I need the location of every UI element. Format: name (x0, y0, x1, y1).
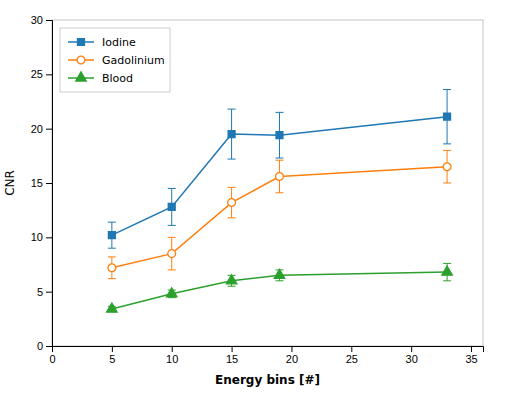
line (112, 117, 447, 235)
marker (107, 303, 118, 312)
marker (108, 232, 115, 239)
tick-mark (46, 237, 52, 238)
tick: 5 (37, 286, 52, 298)
x-axis: 0 5 10 15 20 25 30 35 (49, 346, 483, 365)
chart: 0 5 10 15 20 25 30 35 0 5 10 15 20 25 30 Iodine Gadolini… (0, 0, 505, 394)
legend-box (60, 28, 170, 92)
axis-line (46, 21, 53, 347)
error-bar (275, 112, 283, 158)
error-bar (275, 160, 283, 193)
series (108, 150, 451, 278)
tick-label: 35 (465, 353, 477, 365)
tick: 0 (37, 340, 52, 352)
tick-mark (46, 74, 52, 75)
marker (443, 163, 451, 171)
y-axis-title: CNR (3, 170, 17, 196)
axis-line (53, 347, 484, 353)
legend-marker (78, 39, 85, 46)
series (107, 263, 453, 312)
tick-mark (291, 346, 292, 352)
legend-label: Blood (102, 72, 133, 85)
tick: 25 (31, 68, 52, 80)
tick-label: 20 (286, 353, 298, 365)
plot: 0 5 10 15 20 25 30 35 0 5 10 15 20 25 30 Iodine Gadolini… (31, 14, 484, 365)
marker (444, 113, 451, 120)
legend-item: Gadolinium (68, 54, 165, 67)
error-bar (443, 90, 451, 144)
tick: 5 (109, 346, 115, 365)
legend-label: Gadolinium (102, 54, 165, 67)
tick-mark (471, 346, 472, 352)
marker (276, 132, 283, 139)
tick: 35 (465, 346, 477, 365)
error-bar (228, 187, 236, 217)
tick-mark (46, 20, 52, 21)
tick-label: 30 (406, 353, 418, 365)
tick: 20 (286, 346, 298, 365)
tick-label: 10 (166, 353, 178, 365)
tick: 10 (31, 231, 52, 243)
marker (228, 199, 236, 207)
tick-mark (46, 346, 52, 347)
marker (108, 264, 116, 272)
tick: 30 (406, 346, 418, 365)
tick-label: 0 (49, 353, 55, 365)
tick: 25 (346, 346, 358, 365)
tick-label: 30 (31, 14, 43, 26)
tick-label: 25 (31, 68, 43, 80)
tick-label: 15 (31, 177, 43, 189)
tick-mark (112, 346, 113, 352)
marker (168, 203, 175, 210)
tick-mark (232, 346, 233, 352)
tick-mark (46, 183, 52, 184)
data (107, 90, 453, 313)
marker (166, 288, 177, 297)
error-bar (108, 222, 116, 248)
y-axis: 0 5 10 15 20 25 30 (31, 14, 53, 352)
tick-label: 25 (346, 353, 358, 365)
tick-mark (46, 292, 52, 293)
tick-mark (172, 346, 173, 352)
error-bar (168, 188, 176, 225)
tick: 10 (166, 346, 178, 365)
marker (274, 269, 285, 278)
tick-mark (46, 129, 52, 130)
marker (228, 131, 235, 138)
marker (168, 250, 176, 258)
legend-marker (77, 56, 85, 64)
tick-mark (351, 346, 352, 352)
tick-label: 5 (109, 353, 115, 365)
tick: 0 (49, 346, 55, 365)
tick-label: 5 (37, 286, 43, 298)
tick-label: 20 (31, 123, 43, 135)
legend-item: Blood (68, 72, 133, 85)
tick-label: 15 (226, 353, 238, 365)
marker (276, 173, 284, 181)
legend-label: Iodine (102, 36, 136, 49)
tick: 15 (31, 177, 52, 189)
legend-item: Iodine (68, 36, 136, 49)
tick-label: 0 (37, 340, 43, 352)
marker (442, 266, 453, 275)
legend-marker (76, 72, 87, 81)
error-bar (228, 109, 236, 159)
plot-frame (52, 20, 483, 346)
tick-mark (411, 346, 412, 352)
legend: Iodine Gadolinium Blood (60, 28, 170, 92)
tick: 15 (226, 346, 238, 365)
x-axis-title: Energy bins [#] (215, 373, 320, 387)
tick-label: 10 (31, 231, 43, 243)
error-bar (443, 150, 451, 183)
error-bar (108, 257, 116, 279)
tick: 30 (31, 14, 52, 26)
marker (226, 275, 237, 284)
tick: 20 (31, 123, 52, 135)
error-bar (168, 237, 176, 270)
